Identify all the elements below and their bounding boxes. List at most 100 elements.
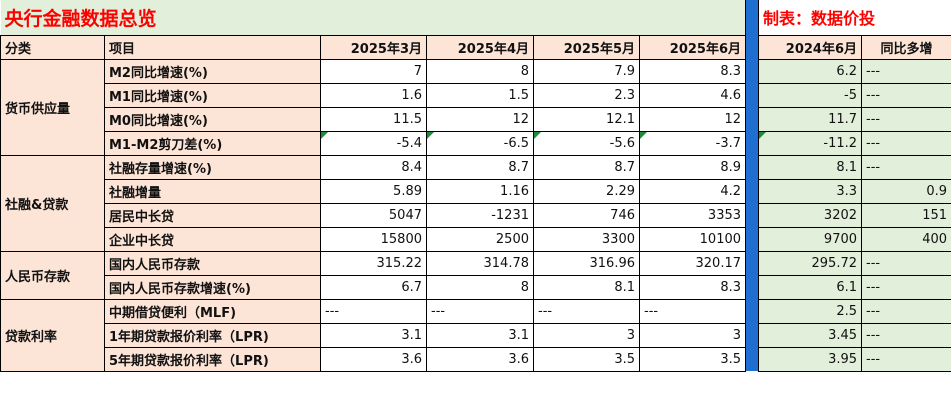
item-cell[interactable]: 中期借贷便利（MLF) [104, 298, 321, 324]
value-cell-mar[interactable]: 8.4 [320, 154, 427, 180]
item-cell[interactable]: 社融存量增速(%) [104, 154, 321, 180]
value-cell-jun24[interactable]: 295.72 [758, 250, 863, 276]
value-cell-apr[interactable]: 8 [426, 58, 534, 84]
value-cell-mar[interactable]: 6.7 [320, 274, 427, 300]
value-cell-apr[interactable]: 3.6 [426, 346, 534, 372]
header-yoy[interactable]: 同比多增 [861, 34, 951, 60]
value-cell-mar[interactable]: 1.6 [320, 82, 427, 108]
value-cell-mar[interactable]: -5.4 [320, 130, 427, 156]
value-cell-apr[interactable]: -6.5 [426, 130, 534, 156]
value-cell-jun[interactable]: 8.9 [638, 154, 747, 180]
value-cell-apr[interactable]: -1231 [426, 202, 534, 228]
value-cell-apr[interactable]: 8.7 [426, 154, 534, 180]
value-cell-yoy[interactable]: --- [861, 274, 951, 300]
value-cell-mar[interactable]: 11.5 [320, 106, 427, 132]
value-cell-jun[interactable]: 3 [638, 322, 747, 348]
value-cell-jun[interactable]: 320.17 [638, 250, 747, 276]
item-cell[interactable]: M2同比增速(%) [104, 58, 321, 84]
category-cell[interactable]: 货币供应量 [0, 58, 105, 156]
value-cell-may[interactable]: 3 [533, 322, 640, 348]
value-cell-may[interactable]: 2.29 [533, 178, 640, 204]
value-cell-may[interactable]: 3300 [533, 226, 640, 252]
header-item[interactable]: 项目 [104, 34, 321, 60]
value-cell-may[interactable]: --- [533, 298, 640, 324]
value-cell-yoy[interactable]: --- [861, 346, 951, 372]
value-cell-yoy[interactable]: --- [861, 250, 951, 276]
value-cell-jun24[interactable]: 3.3 [758, 178, 863, 204]
value-cell-mar[interactable]: 3.1 [320, 322, 427, 348]
value-cell-may[interactable]: -5.6 [533, 130, 640, 156]
value-cell-yoy[interactable]: 400 [861, 226, 951, 252]
value-cell-jun[interactable]: 4.6 [638, 82, 747, 108]
value-cell-yoy[interactable]: --- [861, 82, 951, 108]
header-2025-05[interactable]: 2025年5月 [533, 34, 640, 60]
value-cell-apr[interactable]: 12 [426, 106, 534, 132]
value-cell-jun24[interactable]: -5 [758, 82, 863, 108]
value-cell-may[interactable]: 2.3 [533, 82, 640, 108]
value-cell-jun24[interactable]: -11.2 [758, 130, 863, 156]
value-cell-jun24[interactable]: 3.45 [758, 322, 863, 348]
value-cell-jun[interactable]: 8.3 [638, 58, 747, 84]
value-cell-apr[interactable]: 3.1 [426, 322, 534, 348]
value-cell-jun24[interactable]: 3202 [758, 202, 863, 228]
item-cell[interactable]: 居民中长贷 [104, 202, 321, 228]
item-cell[interactable]: 企业中长贷 [104, 226, 321, 252]
item-cell[interactable]: 1年期贷款报价利率（LPR) [104, 322, 321, 348]
item-cell[interactable]: M1同比增速(%) [104, 82, 321, 108]
value-cell-jun24[interactable]: 3.95 [758, 346, 863, 372]
value-cell-mar[interactable]: 7 [320, 58, 427, 84]
value-cell-mar[interactable]: 5.89 [320, 178, 427, 204]
category-cell[interactable]: 贷款利率 [0, 298, 105, 372]
value-cell-apr[interactable]: 314.78 [426, 250, 534, 276]
value-cell-jun[interactable]: 12 [638, 106, 747, 132]
value-cell-may[interactable]: 7.9 [533, 58, 640, 84]
value-cell-jun24[interactable]: 6.2 [758, 58, 863, 84]
value-cell-mar[interactable]: 315.22 [320, 250, 427, 276]
item-cell[interactable]: 5年期贷款报价利率（LPR) [104, 346, 321, 372]
item-cell[interactable]: 社融增量 [104, 178, 321, 204]
value-cell-apr[interactable]: 1.5 [426, 82, 534, 108]
value-cell-may[interactable]: 12.1 [533, 106, 640, 132]
value-cell-yoy[interactable]: --- [861, 130, 951, 156]
value-cell-jun[interactable]: 3.5 [638, 346, 747, 372]
value-cell-mar[interactable]: 3.6 [320, 346, 427, 372]
value-cell-yoy[interactable]: --- [861, 106, 951, 132]
value-cell-jun[interactable]: 4.2 [638, 178, 747, 204]
value-cell-may[interactable]: 8.7 [533, 154, 640, 180]
value-cell-jun[interactable]: 8.3 [638, 274, 747, 300]
value-cell-jun24[interactable]: 8.1 [758, 154, 863, 180]
item-cell[interactable]: M0同比增速(%) [104, 106, 321, 132]
value-cell-apr[interactable]: --- [426, 298, 534, 324]
value-cell-jun24[interactable]: 9700 [758, 226, 863, 252]
header-2024-06[interactable]: 2024年6月 [758, 34, 863, 60]
value-cell-jun[interactable]: 3353 [638, 202, 747, 228]
header-2025-04[interactable]: 2025年4月 [426, 34, 534, 60]
header-2025-06[interactable]: 2025年6月 [638, 34, 747, 60]
value-cell-mar[interactable]: 15800 [320, 226, 427, 252]
value-cell-jun24[interactable]: 11.7 [758, 106, 863, 132]
header-category[interactable]: 分类 [0, 34, 105, 60]
value-cell-yoy[interactable]: 0.9 [861, 178, 951, 204]
item-cell[interactable]: 国内人民币存款 [104, 250, 321, 276]
value-cell-apr[interactable]: 8 [426, 274, 534, 300]
value-cell-jun[interactable]: 10100 [638, 226, 747, 252]
value-cell-mar[interactable]: --- [320, 298, 427, 324]
value-cell-jun[interactable]: --- [638, 298, 747, 324]
header-2025-03[interactable]: 2025年3月 [320, 34, 427, 60]
item-cell[interactable]: M1-M2剪刀差(%) [104, 130, 321, 156]
value-cell-yoy[interactable]: --- [861, 322, 951, 348]
value-cell-yoy[interactable]: --- [861, 154, 951, 180]
value-cell-may[interactable]: 3.5 [533, 346, 640, 372]
value-cell-yoy[interactable]: --- [861, 298, 951, 324]
value-cell-may[interactable]: 8.1 [533, 274, 640, 300]
item-cell[interactable]: 国内人民币存款增速(%) [104, 274, 321, 300]
value-cell-apr[interactable]: 2500 [426, 226, 534, 252]
value-cell-may[interactable]: 746 [533, 202, 640, 228]
category-cell[interactable]: 人民币存款 [0, 250, 105, 300]
value-cell-may[interactable]: 316.96 [533, 250, 640, 276]
value-cell-yoy[interactable]: --- [861, 58, 951, 84]
value-cell-yoy[interactable]: 151 [861, 202, 951, 228]
value-cell-jun24[interactable]: 2.5 [758, 298, 863, 324]
category-cell[interactable]: 社融&贷款 [0, 154, 105, 252]
value-cell-apr[interactable]: 1.16 [426, 178, 534, 204]
